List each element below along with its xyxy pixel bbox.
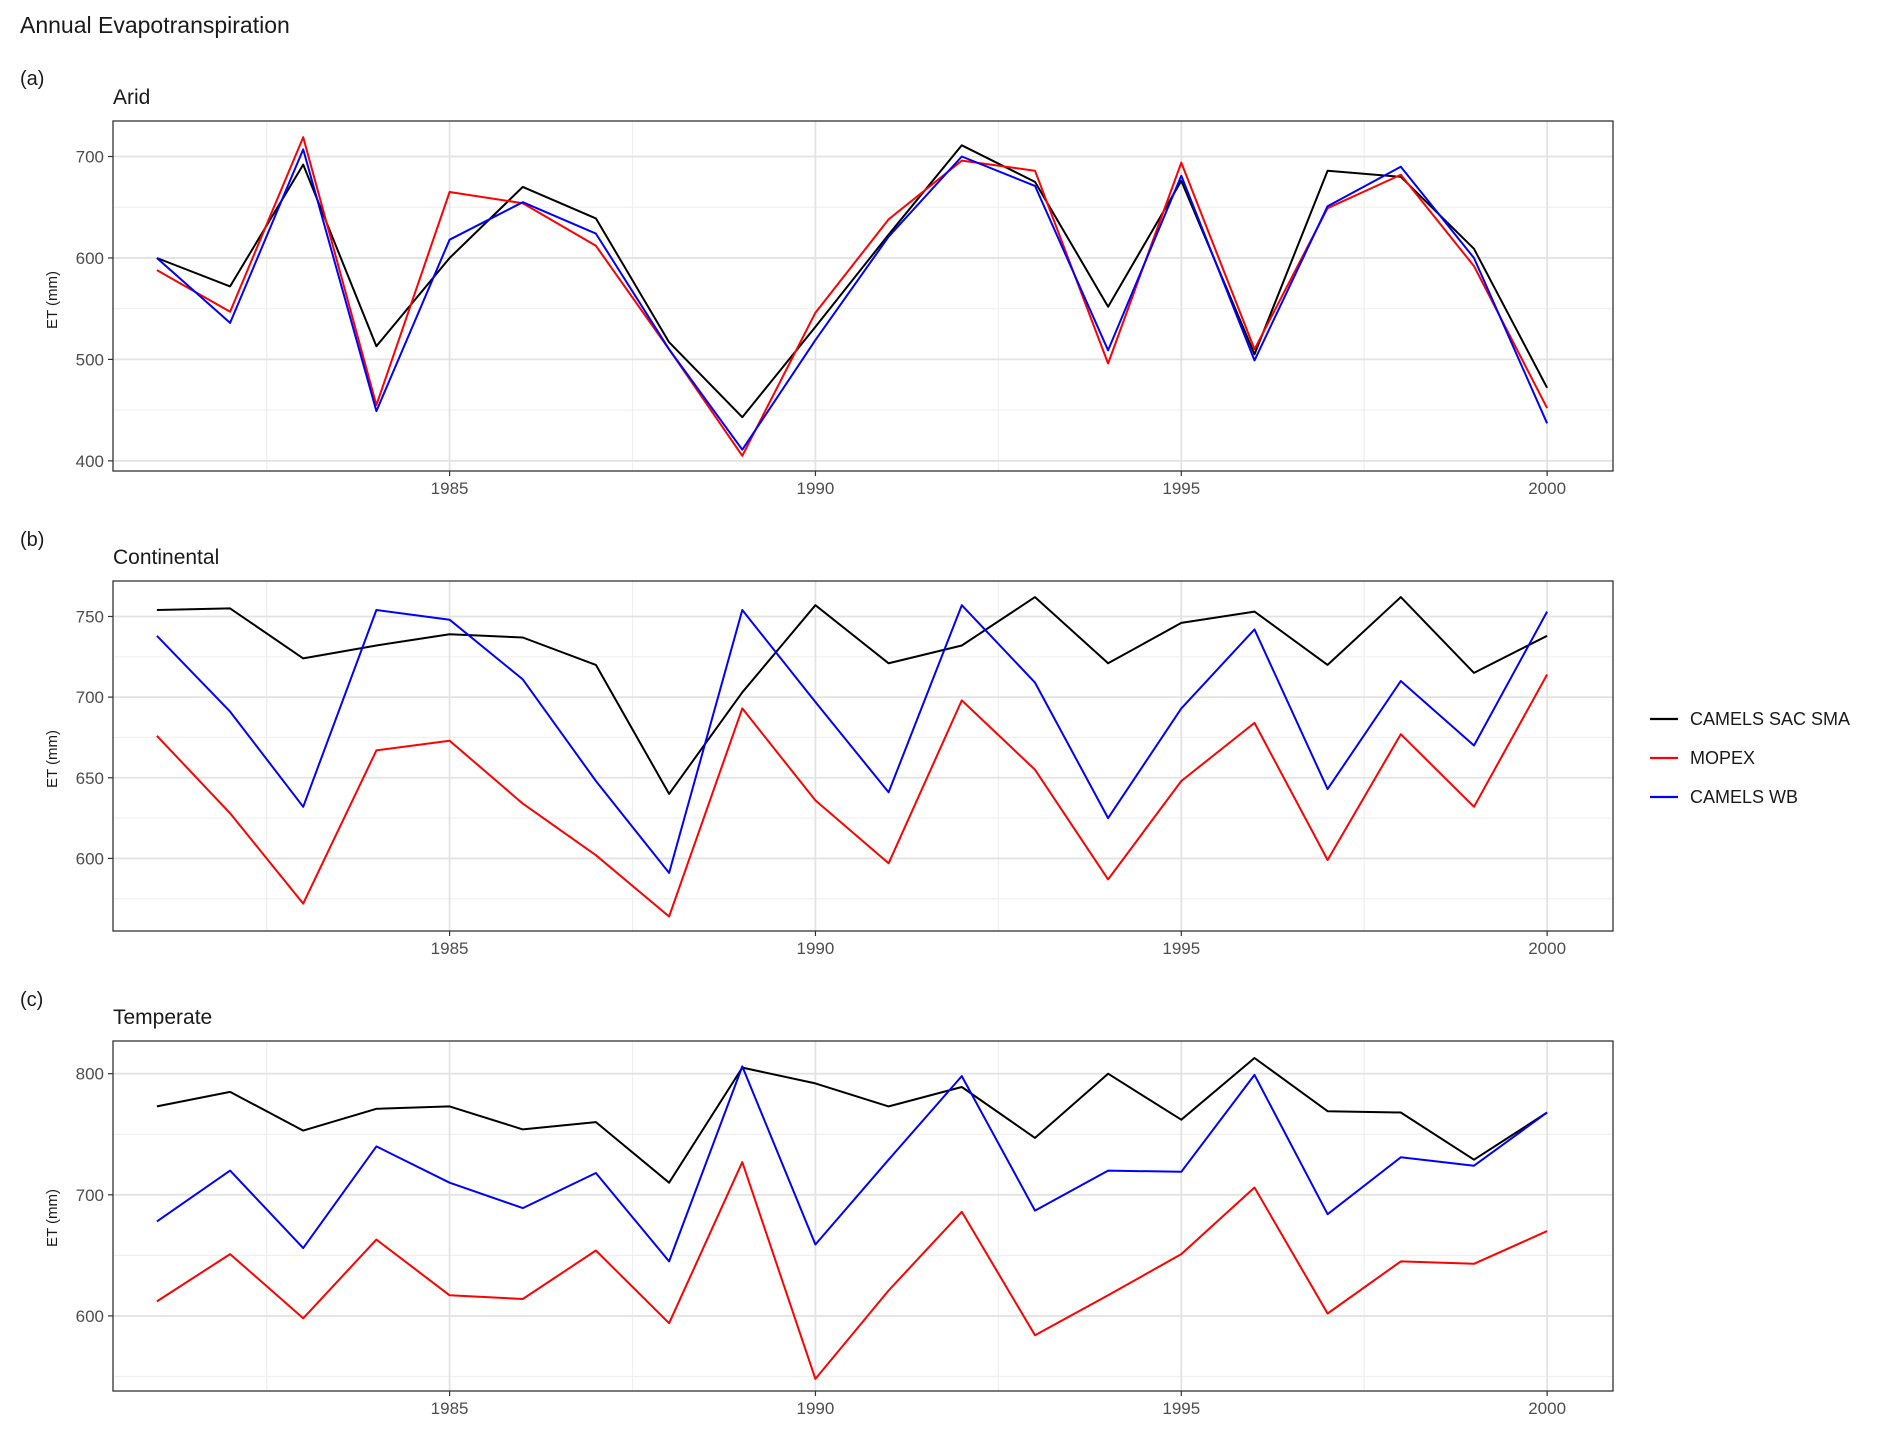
x-tick-label: 1990	[797, 939, 835, 958]
y-axis-title: ET (mm)	[44, 1189, 61, 1247]
legend-label: CAMELS WB	[1690, 787, 1798, 807]
y-tick-label: 600	[76, 1307, 104, 1326]
y-tick-label: 400	[76, 452, 104, 471]
y-tick-label: 700	[76, 688, 104, 707]
legend-item: CAMELS SAC SMA	[1650, 709, 1850, 729]
panel-title: Arid	[113, 86, 150, 109]
x-tick-label: 1985	[431, 939, 469, 958]
panel-title: Continental	[113, 546, 219, 569]
series-line-camels-wb	[156, 1065, 1548, 1263]
y-tick-label: 600	[76, 849, 104, 868]
panel-tag: (c)	[20, 989, 43, 1011]
legend: CAMELS SAC SMA MOPEX CAMELS WB	[1650, 709, 1850, 807]
series-line-camels-wb	[156, 148, 1549, 451]
x-tick-label: 2000	[1528, 1399, 1566, 1418]
panel-tag: (a)	[20, 68, 44, 90]
series-line-mopex	[156, 674, 1548, 918]
y-tick-label: 750	[76, 607, 104, 626]
panel-border	[112, 120, 1614, 472]
x-tick-label: 2000	[1528, 939, 1566, 958]
series-line-camels-sac-sma	[156, 144, 1548, 419]
panel-title: Temperate	[113, 1006, 212, 1029]
series-line-camels-sac-sma	[156, 1057, 1548, 1184]
x-tick-label: 1995	[1162, 1399, 1200, 1418]
y-tick-label: 800	[76, 1065, 104, 1084]
panel-continental: (b) Continental ET (mm) 1985 1990 1995 2000…	[20, 529, 1614, 958]
y-tick-label: 600	[76, 249, 104, 268]
y-axis-title: ET (mm)	[44, 271, 61, 329]
x-tick-label: 1990	[797, 479, 835, 498]
y-tick-label: 700	[76, 148, 104, 167]
y-tick-label: 500	[76, 350, 104, 369]
x-tick-label: 2000	[1528, 479, 1566, 498]
legend-item: CAMELS WB	[1650, 787, 1798, 807]
x-tick-label: 1985	[431, 479, 469, 498]
legend-label: MOPEX	[1690, 748, 1755, 768]
series-line-camels-sac-sma	[156, 596, 1548, 795]
x-tick-label: 1995	[1162, 479, 1200, 498]
y-axis-title: ET (mm)	[44, 730, 61, 788]
panel-arid: (a) Arid ET (mm) 1985 1990 1995 2000 400 500 6…	[20, 68, 1614, 498]
x-tick-label: 1995	[1162, 939, 1200, 958]
y-tick-label: 650	[76, 769, 104, 788]
legend-label: CAMELS SAC SMA	[1690, 709, 1850, 729]
panel-border	[112, 1040, 1614, 1392]
plot-background	[113, 1041, 1613, 1391]
panel-temperate: (c) Temperate ET (mm) 1985 1990 1995 2000 60…	[20, 989, 1614, 1418]
plot-background	[113, 581, 1613, 931]
plot-background	[113, 121, 1613, 471]
series-line-mopex	[156, 1161, 1548, 1380]
x-tick-label: 1990	[797, 1399, 835, 1418]
figure-title: Annual Evapotranspiration	[20, 12, 290, 38]
series-line-camels-wb	[156, 604, 1548, 874]
panel-border	[112, 580, 1614, 932]
legend-item: MOPEX	[1650, 748, 1755, 768]
y-tick-label: 700	[76, 1186, 104, 1205]
x-tick-label: 1985	[431, 1399, 469, 1418]
panel-tag: (b)	[20, 529, 44, 551]
